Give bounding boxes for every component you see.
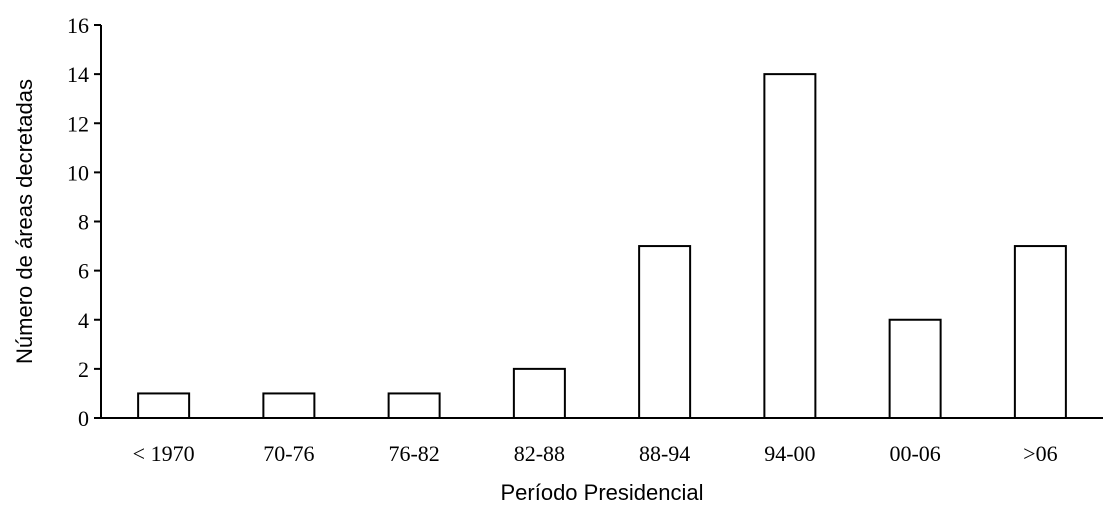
bar-5 [763,73,817,419]
x-tick-label-6: 00-06 [889,441,940,466]
y-tick-label-0: 0 [78,406,89,431]
y-tick-label-7: 14 [67,62,89,87]
y-tick-label-4: 8 [78,210,89,235]
y-tick-label-3: 6 [78,259,89,284]
bar-4 [638,245,692,419]
x-tick-label-0: < 1970 [133,441,195,466]
bar-3 [512,367,566,419]
bar-6 [888,318,942,419]
x-tick-label-5: 94-00 [764,441,815,466]
x-ticks-group: < 1970 70-76 76-82 82-88 88-94 94-00 00-06 >06 [133,441,1058,466]
bar-1 [262,392,316,419]
y-tick-label-1: 2 [78,357,89,382]
bar-0 [137,392,191,419]
x-tick-label-4: 88-94 [639,441,690,466]
bar-7 [1013,245,1067,419]
y-tick-label-5: 10 [67,160,89,185]
y-tick-label-2: 4 [78,308,89,333]
y-tick-label-8: 16 [67,13,89,38]
bars-group [137,73,1067,419]
x-tick-label-7: >06 [1023,441,1057,466]
x-axis-title: Período Presidencial [500,480,703,505]
x-tick-label-3: 82-88 [514,441,565,466]
y-tick-label-6: 12 [67,111,89,136]
bar-2 [387,392,441,419]
x-tick-label-2: 76-82 [388,441,439,466]
y-axis-title: Número de áreas decretadas [12,79,37,364]
y-ticks-group: 0 2 4 6 8 10 12 14 16 [67,13,101,431]
x-tick-label-1: 70-76 [263,441,314,466]
